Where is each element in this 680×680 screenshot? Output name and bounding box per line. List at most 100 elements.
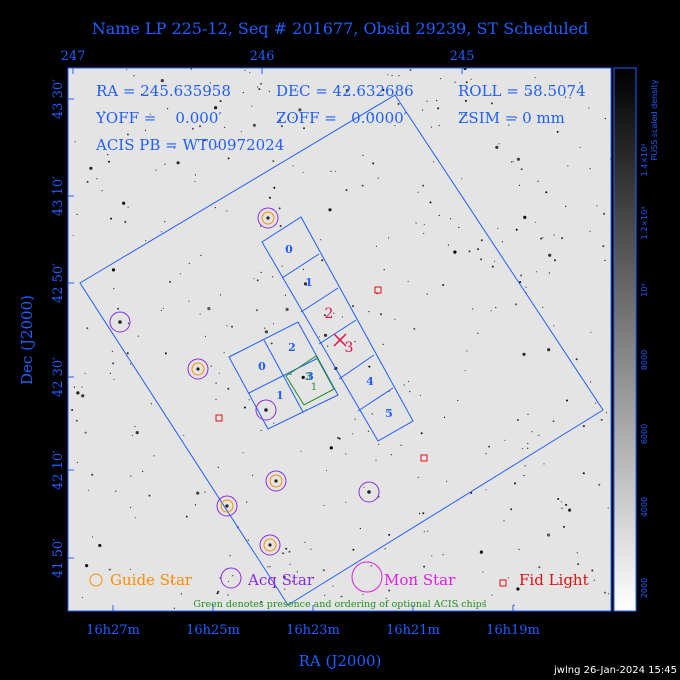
background-star: [372, 162, 375, 165]
background-star: [267, 566, 269, 568]
background-star: [74, 141, 76, 143]
background-star: [282, 552, 285, 555]
image-frame: [67, 67, 612, 612]
colorbar-tick: 4000: [640, 497, 649, 517]
background-star: [598, 483, 601, 486]
star-core: [268, 543, 272, 547]
background-star: [516, 157, 521, 161]
background-star: [323, 333, 328, 337]
background-star: [457, 399, 459, 402]
background-star: [480, 258, 483, 261]
background-star: [607, 507, 609, 509]
acq-ring: [265, 470, 287, 492]
background-star: [142, 470, 144, 472]
background-star: [520, 168, 523, 171]
background-star: [417, 476, 419, 478]
acq-stars: [109, 311, 380, 503]
background-star: [268, 196, 271, 199]
background-star: [423, 232, 425, 235]
background-star: [458, 226, 460, 228]
background-star: [218, 372, 220, 374]
background-star: [310, 548, 312, 550]
background-star: [148, 494, 151, 497]
star-core: [274, 479, 278, 483]
background-star: [103, 110, 105, 113]
background-star: [210, 365, 212, 367]
background-star: [498, 143, 500, 145]
legend-guide-icon: [89, 573, 103, 587]
background-star: [85, 564, 89, 568]
background-star: [370, 565, 372, 567]
background-star: [199, 313, 201, 315]
background-star: [507, 577, 510, 579]
optional-chip-3-label: 3: [305, 372, 311, 383]
background-star: [397, 103, 400, 105]
background-star: [442, 284, 445, 286]
background-star: [604, 591, 606, 594]
background-star: [565, 503, 568, 506]
ccd-s5-label: 5: [385, 407, 393, 420]
background-star: [537, 180, 539, 182]
background-star: [329, 446, 333, 450]
background-star: [273, 422, 275, 424]
top-tick-247: 247: [61, 49, 86, 64]
background-star: [137, 335, 139, 337]
legend-acq-icon: [220, 567, 242, 589]
background-star: [194, 174, 196, 176]
background-star: [320, 239, 322, 241]
background-star: [394, 125, 396, 127]
background-star: [516, 587, 520, 591]
background-star: [272, 276, 274, 278]
background-star: [337, 436, 339, 439]
background-star: [173, 147, 175, 149]
background-star: [567, 165, 569, 167]
background-star: [229, 555, 231, 557]
background-star: [426, 293, 428, 295]
background-star: [150, 403, 152, 405]
background-star: [242, 92, 244, 94]
acis-s-array: [261, 216, 414, 442]
page-title: Name LP 225-12, Seq # 201677, Obsid 2923…: [92, 19, 589, 38]
info-yoff: YOFF = 0.000′: [95, 109, 222, 127]
background-star: [333, 312, 335, 314]
x-tick-label: 16h25m: [186, 623, 240, 638]
background-star: [556, 130, 559, 133]
background-star: [264, 327, 266, 329]
background-star: [542, 306, 544, 308]
background-star: [534, 77, 536, 79]
y-tick-label: 42 30′: [51, 357, 66, 397]
background-star: [446, 480, 448, 482]
background-star: [380, 313, 382, 316]
background-star: [256, 279, 259, 282]
background-star: [129, 568, 131, 570]
background-star: [321, 259, 324, 262]
background-star: [493, 260, 496, 262]
background-star: [345, 88, 349, 93]
background-star: [582, 425, 585, 428]
background-star: [407, 380, 410, 382]
background-star: [422, 184, 425, 187]
background-star: [382, 343, 384, 345]
background-star: [109, 372, 111, 374]
background-star: [377, 177, 379, 179]
background-star: [423, 223, 425, 226]
background-star: [495, 145, 499, 149]
background-star: [215, 398, 217, 400]
background-star: [390, 454, 392, 456]
background-star: [477, 248, 479, 251]
background-star: [292, 117, 294, 119]
background-star: [256, 309, 258, 312]
background-star: [545, 191, 548, 194]
fid-light: [374, 286, 382, 294]
ccd-i0-label: 0: [258, 360, 266, 373]
background-star: [219, 294, 221, 296]
background-star: [547, 348, 551, 352]
background-star: [290, 373, 292, 375]
background-star: [388, 237, 390, 239]
fov-outline: [79, 94, 604, 606]
background-star: [590, 381, 592, 383]
background-star: [260, 271, 262, 273]
background-star: [341, 595, 343, 597]
background-star: [560, 501, 563, 503]
background-star: [515, 117, 517, 119]
